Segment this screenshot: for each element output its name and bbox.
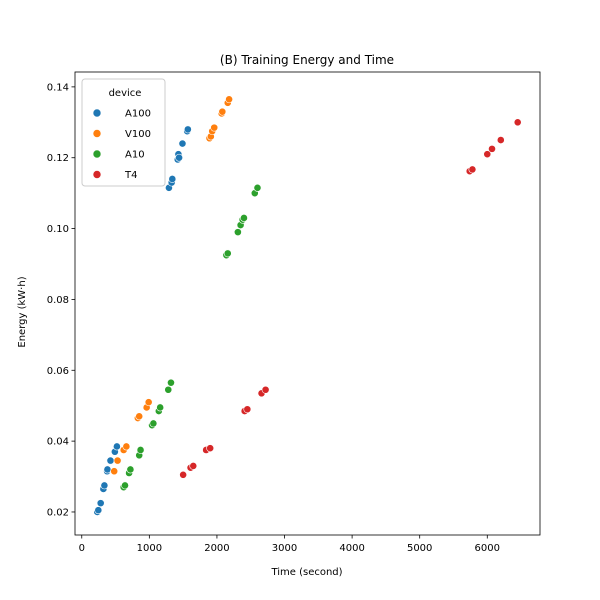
data-point xyxy=(175,153,183,162)
axes-frame xyxy=(74,71,541,536)
data-point xyxy=(144,398,153,407)
data-point xyxy=(225,95,233,104)
data-point xyxy=(96,499,105,508)
legend-label: V100 xyxy=(125,129,151,140)
x-tick-label: 3000 xyxy=(272,543,297,554)
x-tick-label: 0 xyxy=(79,543,85,554)
data-point xyxy=(223,249,232,258)
data-point xyxy=(253,183,262,192)
data-point xyxy=(94,506,103,515)
data-point xyxy=(113,456,122,465)
legend-title: device xyxy=(109,88,142,99)
data-point xyxy=(496,136,505,144)
data-point xyxy=(126,465,135,474)
data-point xyxy=(100,481,109,490)
data-point xyxy=(483,150,492,159)
x-tick-label: 2000 xyxy=(204,543,229,554)
x-tick-label: 5000 xyxy=(407,543,432,554)
legend-frame xyxy=(81,78,166,187)
data-point xyxy=(121,481,129,490)
data-point xyxy=(189,462,198,470)
data-point xyxy=(206,444,215,453)
x-tick-label: 1000 xyxy=(137,543,162,554)
data-point xyxy=(168,175,177,183)
data-point xyxy=(113,442,121,451)
data-point xyxy=(218,107,227,116)
x-tick-label: 6000 xyxy=(475,543,500,554)
plot-area: 0 1000 2000 3000 4000 5000 6000 0.02 0.04 0.06 0.0… xyxy=(47,71,541,554)
x-tick-label: 4000 xyxy=(339,543,364,554)
legend-marker xyxy=(92,149,102,159)
data-point xyxy=(243,405,252,414)
data-point xyxy=(513,118,522,127)
y-tick-label: 0.08 xyxy=(47,295,69,306)
data-point xyxy=(136,446,145,454)
legend-marker xyxy=(92,129,102,138)
x-axis-label: Time (second) xyxy=(270,567,342,578)
y-axis-label: Energy (kW·h) xyxy=(17,276,28,347)
data-point xyxy=(156,403,165,412)
data-point xyxy=(149,419,158,428)
series-v100 xyxy=(110,95,233,476)
y-tick-label: 0.10 xyxy=(47,224,69,235)
y-tick-label: 0.06 xyxy=(47,366,69,377)
legend-marker xyxy=(92,108,102,118)
legend-label: A10 xyxy=(125,150,145,161)
data-point xyxy=(183,125,192,134)
data-point xyxy=(178,139,187,148)
data-point xyxy=(240,214,248,222)
series-a100 xyxy=(93,125,192,516)
y-tick-label: 0.02 xyxy=(47,507,69,518)
y-tick-label: 0.04 xyxy=(47,437,69,448)
data-point xyxy=(167,378,175,387)
legend-marker xyxy=(92,170,102,179)
data-point xyxy=(110,467,119,476)
data-point xyxy=(233,228,242,237)
data-point xyxy=(468,165,477,174)
legend: device A100 V100 A10 T4 xyxy=(81,78,166,187)
chart-title: (B) Training Energy and Time xyxy=(220,53,394,67)
y-tick-label: 0.14 xyxy=(47,82,69,93)
legend-label: A100 xyxy=(125,109,151,120)
data-point xyxy=(488,144,496,153)
data-point xyxy=(122,442,131,451)
data-point xyxy=(164,385,173,394)
y-tick-label: 0.12 xyxy=(47,153,69,164)
data-point xyxy=(103,465,112,474)
legend-label: T4 xyxy=(124,170,137,181)
data-point xyxy=(179,470,188,479)
data-point xyxy=(135,412,144,421)
series-a10 xyxy=(119,183,262,492)
data-point xyxy=(261,385,270,394)
data-point xyxy=(210,123,219,132)
series-t4 xyxy=(179,118,522,479)
data-point xyxy=(106,456,115,465)
